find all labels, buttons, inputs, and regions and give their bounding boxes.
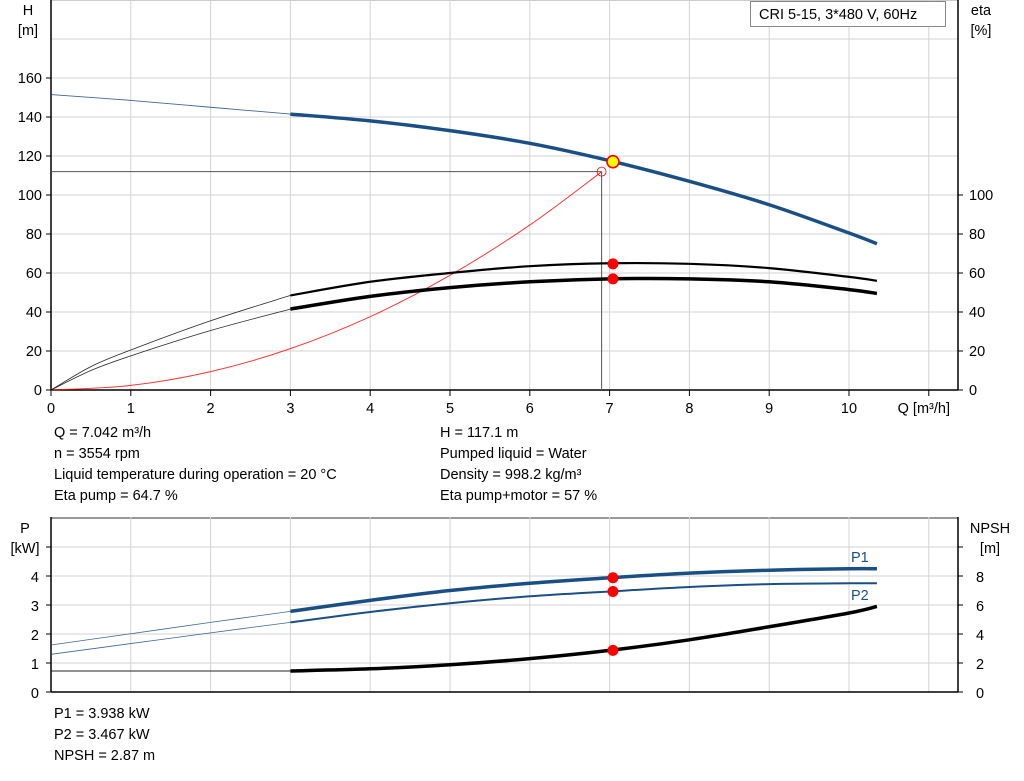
y2-tick-label: 8 — [976, 570, 984, 586]
y-tick-label: 2 — [31, 628, 39, 644]
x-axis-label: Q [m³/h] — [898, 401, 950, 417]
y-tick-label: 80 — [26, 227, 42, 243]
y2-tick-label: 6 — [976, 599, 984, 615]
x-tick-label: 1 — [127, 401, 135, 417]
y2-axis-label: NPSH — [970, 521, 1010, 537]
p1-curve-extrapolated — [50, 610, 291, 646]
y2-tick-label: 60 — [969, 266, 985, 282]
p2-curve-extrapolated — [50, 622, 291, 655]
x-tick-label: 9 — [765, 401, 773, 417]
p1-series-label: P1 — [851, 550, 869, 566]
head-curve — [290, 112, 878, 246]
system-point-marker — [596, 166, 607, 177]
info-pumped-liquid: Pumped liquid = Water — [440, 446, 587, 462]
legend-box: CRI 5-15, 3*480 V, 60Hz — [750, 1, 946, 27]
y2-tick-label: 0 — [969, 383, 977, 399]
info-p2: P2 = 3.467 kW — [54, 727, 150, 743]
eta-pump-curve-extrapolated — [50, 295, 291, 391]
y2-tick-label: 4 — [976, 628, 984, 644]
y-axis-unit: [kW] — [11, 541, 40, 557]
y-tick-label: 1 — [31, 657, 39, 673]
info-top-left: Q = 7.042 m³/h n = 3554 rpm Liquid tempe… — [54, 423, 337, 507]
info-liquid-temp: Liquid temperature during operation = 20… — [54, 467, 337, 483]
y-axis-label: P — [20, 521, 30, 537]
p2-curve — [290, 582, 877, 624]
y2-tick-label: 0 — [976, 686, 984, 702]
x-tick-label: 4 — [366, 401, 374, 417]
y2-tick-label: 40 — [969, 305, 985, 321]
x-tick-label: 3 — [286, 401, 294, 417]
head-duty-point — [606, 154, 620, 169]
eta-pump-motor-duty-point — [607, 273, 619, 285]
eta-pump-duty-point — [607, 258, 619, 270]
y-axis-unit: [m] — [18, 23, 38, 39]
y-tick-label: 0 — [34, 383, 42, 399]
y2-tick-label: 2 — [976, 657, 984, 673]
x-tick-label: 2 — [207, 401, 215, 417]
y-tick-label: 100 — [18, 188, 42, 204]
y2-tick-label: 100 — [969, 188, 993, 204]
info-density: Density = 998.2 kg/m³ — [440, 467, 582, 483]
y-axis-label: H — [23, 3, 33, 19]
system-curve — [50, 171, 602, 391]
info-head: H = 117.1 m — [440, 425, 519, 441]
y-tick-label: 40 — [26, 305, 42, 321]
y2-tick-label: 20 — [969, 344, 985, 360]
info-eta-pump: Eta pump = 64.7 % — [54, 488, 178, 504]
y2-axis-label: eta — [971, 3, 992, 19]
y-tick-label: 160 — [18, 71, 42, 87]
y-tick-label: 140 — [18, 110, 42, 126]
y2-axis-unit: [%] — [971, 23, 992, 39]
info-top-right: H = 117.1 m Pumped liquid = Water Densit… — [440, 423, 597, 507]
x-tick-label: 5 — [446, 401, 454, 417]
x-tick-label: 10 — [841, 401, 857, 417]
y-tick-label: 4 — [31, 570, 39, 586]
y-tick-label: 60 — [26, 266, 42, 282]
x-tick-label: 0 — [47, 401, 55, 417]
eta-pump-motor-curve — [290, 276, 878, 311]
x-tick-label: 8 — [685, 401, 693, 417]
y-tick-label: 3 — [31, 599, 39, 615]
y2-axis-unit: [m] — [980, 541, 1000, 557]
npsh-duty-point — [607, 644, 619, 656]
y2-tick-label: 80 — [969, 227, 985, 243]
x-tick-label: 7 — [606, 401, 614, 417]
info-speed: n = 3554 rpm — [54, 446, 140, 462]
info-eta-pump-motor: Eta pump+motor = 57 % — [440, 488, 598, 504]
p2-series-label: P2 — [851, 588, 869, 604]
head-curve-extrapolated — [50, 94, 291, 115]
npsh-curve — [290, 604, 878, 673]
info-bottom: P1 = 3.938 kW P2 = 3.467 kW NPSH = 2.87 … — [54, 704, 155, 767]
y-tick-label: 120 — [18, 149, 42, 165]
x-tick-label: 6 — [526, 401, 534, 417]
p2-duty-point — [607, 585, 619, 597]
p1-duty-point — [607, 572, 619, 584]
eta-pump-motor-curve-extrapolated — [50, 308, 291, 391]
info-flow: Q = 7.042 m³/h — [54, 425, 152, 441]
info-p1: P1 = 3.938 kW — [54, 706, 150, 722]
info-npsh: NPSH = 2.87 m — [54, 748, 156, 764]
y-tick-label: 20 — [26, 344, 42, 360]
y-tick-label: 0 — [31, 686, 39, 702]
